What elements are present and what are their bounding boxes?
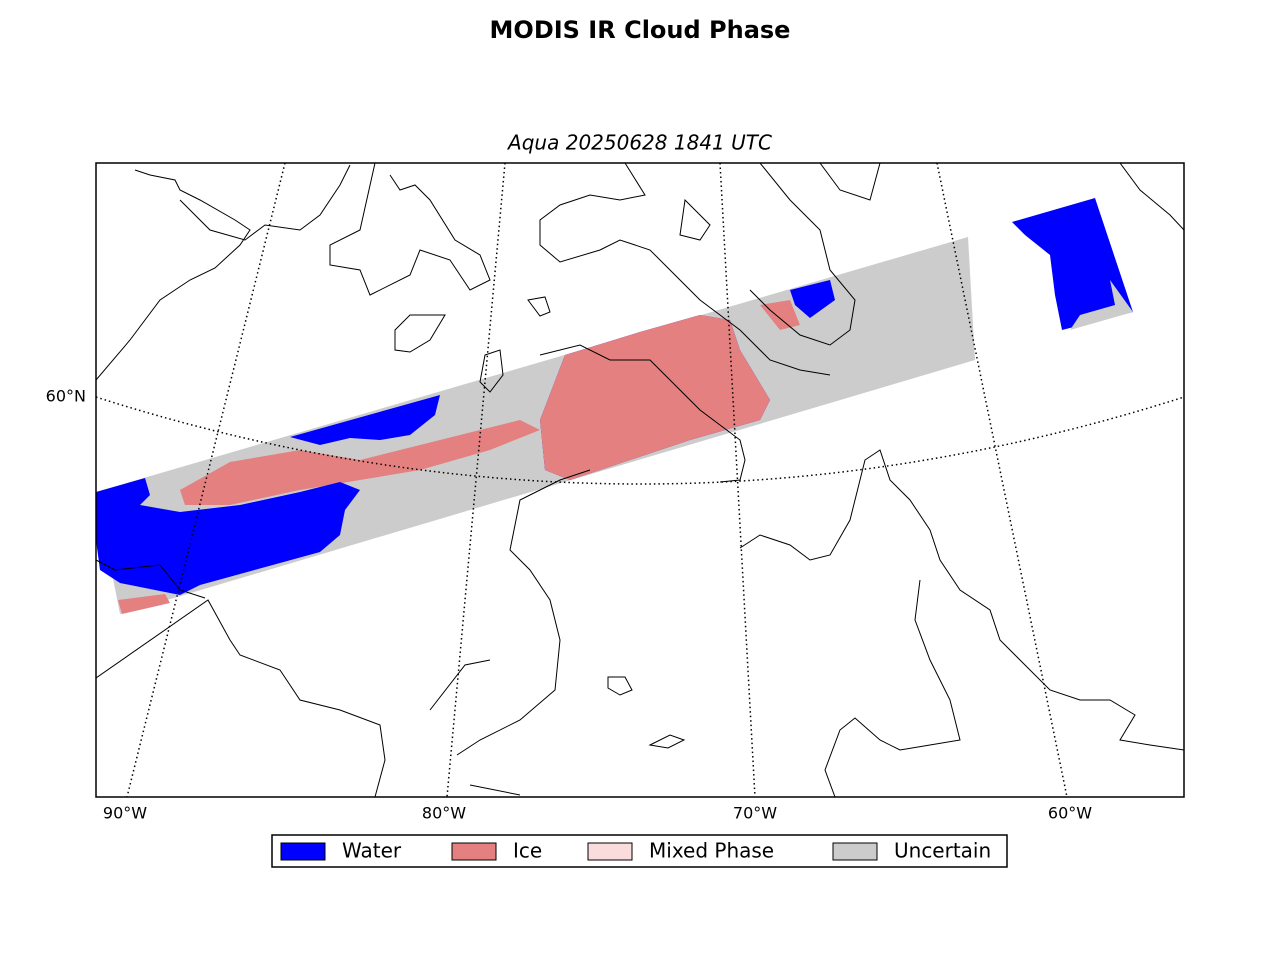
swath-ice xyxy=(180,420,540,505)
swath-ice xyxy=(760,300,800,330)
legend-box xyxy=(271,834,1008,868)
legend-swatch xyxy=(587,842,633,861)
legend: Water Ice Mixed Phase Uncertain xyxy=(280,839,991,863)
legend-label: Uncertain xyxy=(894,839,991,863)
swath-water xyxy=(790,280,835,318)
swath-ice xyxy=(540,315,770,480)
meridian xyxy=(126,163,286,797)
lat-label: 60°N xyxy=(46,387,86,406)
coastline xyxy=(394,314,446,353)
swath-ice xyxy=(118,594,170,614)
lon-label: 60°W xyxy=(1048,804,1092,823)
map-frame xyxy=(95,162,1185,798)
legend-label: Ice xyxy=(513,839,542,863)
coastline xyxy=(539,163,831,483)
coastline xyxy=(96,164,351,381)
coastline xyxy=(679,198,711,241)
coastline xyxy=(739,449,1184,797)
legend-label: Mixed Phase xyxy=(649,839,774,863)
swath-water xyxy=(1012,198,1133,330)
lon-label: 90°W xyxy=(103,804,147,823)
legend-swatch xyxy=(451,842,497,861)
coastline xyxy=(527,296,551,317)
lon-label: 70°W xyxy=(733,804,777,823)
legend-label: Water xyxy=(342,839,402,863)
coastline xyxy=(749,163,1184,346)
legend-swatch xyxy=(832,842,878,861)
lon-label: 80°W xyxy=(422,804,466,823)
coastline xyxy=(607,676,686,749)
coastline xyxy=(479,349,504,393)
coastline xyxy=(329,163,491,296)
swath-water xyxy=(290,395,440,445)
coastline xyxy=(96,559,386,797)
swath-uncertain xyxy=(1070,280,1133,330)
map-area xyxy=(96,163,1184,797)
swath-water xyxy=(96,478,360,595)
title: MODIS IR Cloud Phase xyxy=(490,16,791,44)
legend-swatch xyxy=(280,842,326,861)
subtitle: Aqua 20250628 1841 UTC xyxy=(506,131,772,155)
coastline xyxy=(429,469,591,796)
